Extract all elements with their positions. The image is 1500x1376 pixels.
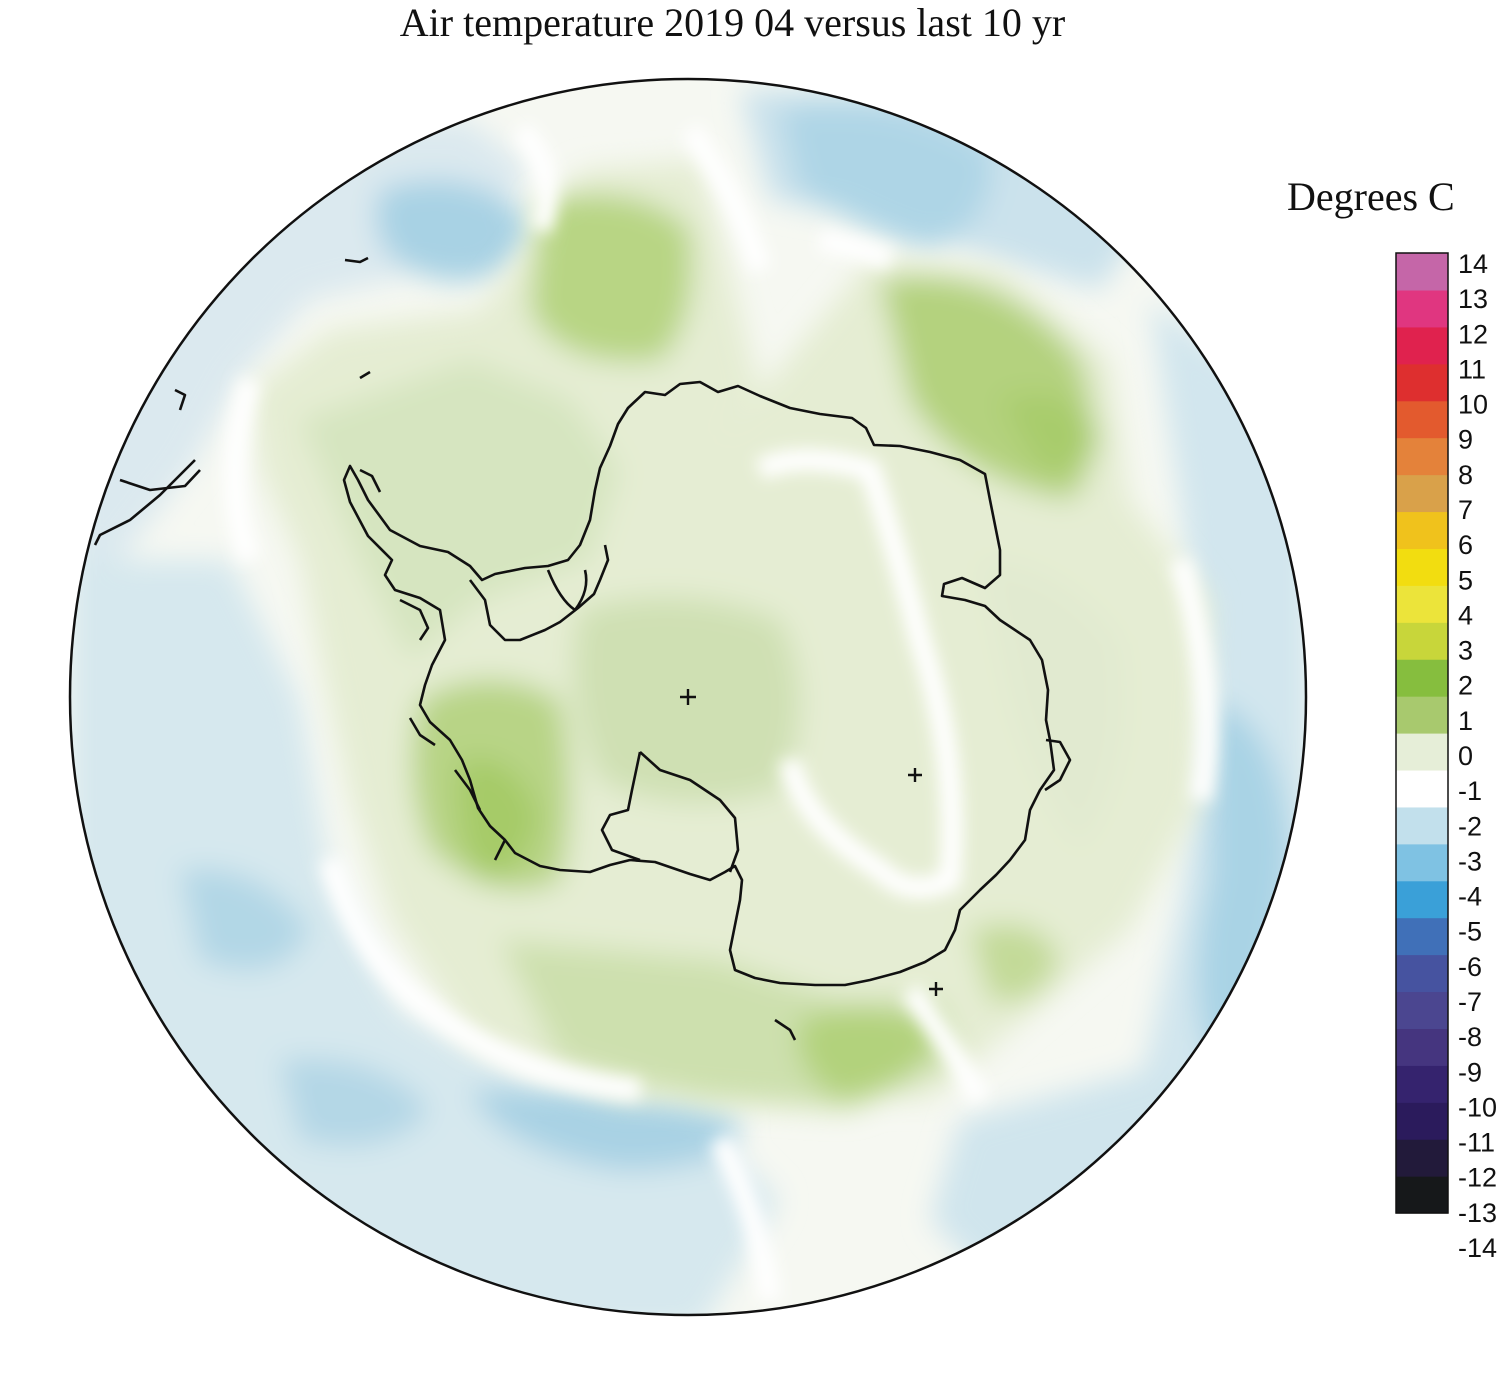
colorbar-segment: [1396, 1176, 1448, 1214]
colorbar-tick-label: -5: [1458, 917, 1482, 947]
colorbar-segment: [1396, 1028, 1448, 1066]
colorbar-tick-label: -13: [1458, 1198, 1497, 1228]
warm-anomaly-areas: [250, 160, 1210, 1110]
colorbar-tick-label: -12: [1458, 1163, 1497, 1193]
station-marker-2: [929, 982, 943, 996]
colorbar-segment: [1396, 991, 1448, 1029]
colorbar-tick-label: 8: [1458, 460, 1473, 490]
colorbar-segment: [1396, 363, 1448, 402]
map-boundary: [68, 77, 1308, 1317]
colorbar-tick-label: 7: [1458, 495, 1473, 525]
colorbar-tick-label: 0: [1458, 741, 1473, 771]
colorbar-segment: [1396, 548, 1448, 586]
colorbar-gradient: [1396, 253, 1448, 1214]
colorbar-tick-label: -7: [1458, 987, 1482, 1017]
colorbar-tick-label: 3: [1458, 636, 1473, 666]
colorbar-segment: [1396, 1065, 1448, 1103]
colorbar-segment: [1396, 917, 1448, 956]
colorbar-tick-label: 12: [1458, 319, 1488, 349]
colorbar-segment: [1396, 954, 1448, 993]
colorbar-segment: [1396, 659, 1448, 697]
colorbar-tick-label: -8: [1458, 1022, 1482, 1052]
colorbar-tick-label: 14: [1458, 249, 1488, 279]
colorbar-segment: [1396, 289, 1448, 328]
colorbar-segment: [1396, 437, 1448, 476]
colorbar-tick-label: 2: [1458, 671, 1473, 701]
station-marker-1: [908, 768, 922, 782]
colorbar-segment: [1396, 400, 1448, 439]
colorbar-segment: [1396, 511, 1448, 549]
colorbar-tick-label: -11: [1458, 1128, 1495, 1158]
legend-title: Degrees C: [1287, 174, 1455, 219]
colorbar-tick-label: -2: [1458, 811, 1482, 841]
pole-marker: [680, 689, 696, 705]
colorbar-tick-label: 9: [1458, 425, 1473, 455]
colorbar-segment: [1396, 769, 1448, 808]
colorbar-tick-label: 4: [1458, 600, 1473, 630]
colorbar-segment: [1396, 622, 1448, 660]
colorbar-tick-label: -3: [1458, 846, 1482, 876]
plus-markers: [680, 689, 943, 996]
colorbar-tick-label: 10: [1458, 390, 1488, 420]
colorbar-tick-label: -10: [1458, 1092, 1497, 1122]
colorbar-tick-label: 6: [1458, 530, 1473, 560]
colorbar-tick-label: -6: [1458, 952, 1482, 982]
colorbar-tick-label: 1: [1458, 706, 1473, 736]
map-title: Air temperature 2019 04 versus last 10 y…: [399, 0, 1066, 45]
colorbar-segment: [1396, 733, 1448, 771]
colorbar-tick-label: -4: [1458, 882, 1482, 912]
colorbar-tick-label: -1: [1458, 776, 1482, 806]
colorbar-segment: [1396, 474, 1448, 513]
colorbar-tick-label: -9: [1458, 1057, 1482, 1087]
colorbar-tick-label: 11: [1458, 354, 1486, 384]
colorbar-segment: [1396, 843, 1448, 882]
colorbar-segment: [1396, 880, 1448, 919]
colorbar-segment: [1396, 585, 1448, 623]
colorbar-segment: [1396, 1102, 1448, 1140]
neutral-bands: [224, 122, 1218, 1302]
colorbar-segment: [1396, 253, 1448, 291]
colorbar-tick-label: 13: [1458, 284, 1488, 314]
colorbar-tick-label: -14: [1458, 1233, 1497, 1263]
colorbar-segment: [1396, 1139, 1448, 1177]
coastline: [93, 256, 1072, 1041]
colorbar-tick-label: 5: [1458, 565, 1473, 595]
colorbar-segment: [1396, 696, 1448, 734]
colorbar-segment: [1396, 806, 1448, 845]
colorbar-segment: [1396, 326, 1448, 365]
colorbar-frame: [1395, 252, 1449, 1214]
colorbar-ticks: 14131211109876543210-1-2-3-4-5-6-7-8-9-1…: [1458, 249, 1497, 1263]
